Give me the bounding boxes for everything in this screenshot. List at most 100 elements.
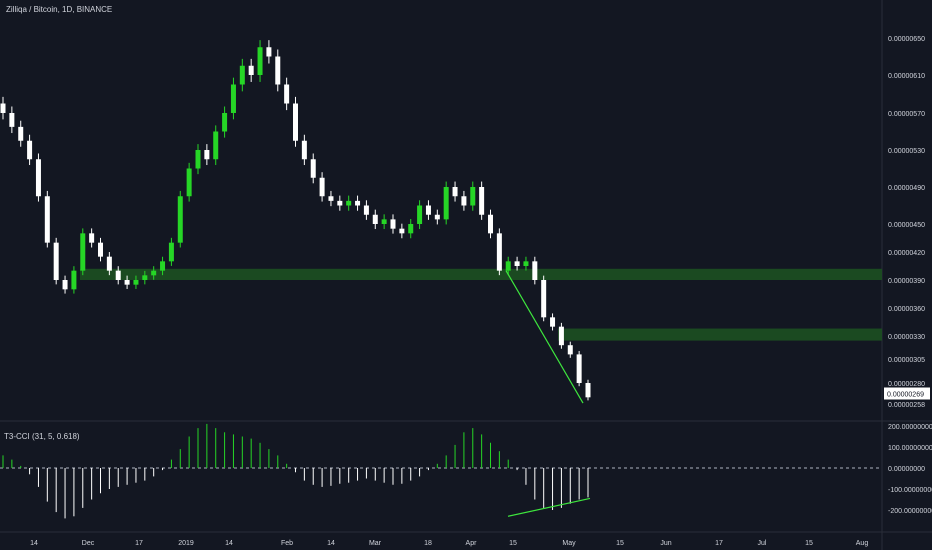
- candle: [488, 214, 493, 234]
- candle: [470, 187, 476, 206]
- time-tick-label: Apr: [466, 540, 478, 547]
- indicator-title: T3-CCI (31, 5, 0.618): [4, 432, 80, 441]
- candle: [44, 196, 50, 243]
- candle: [275, 56, 281, 85]
- candle: [62, 280, 68, 290]
- candle: [257, 47, 263, 75]
- candle: [408, 224, 414, 234]
- candle: [89, 233, 95, 243]
- candle: [204, 150, 210, 160]
- candle: [461, 196, 467, 206]
- price-tick-label: 0.00000258: [888, 402, 925, 409]
- candle: [399, 228, 405, 234]
- candle: [532, 261, 538, 280]
- candle: [346, 200, 352, 206]
- candle: [98, 242, 103, 257]
- time-tick-label: 14: [30, 540, 38, 547]
- candle: [390, 219, 396, 229]
- cci-tick-label: 100.00000000: [888, 445, 932, 452]
- candle: [523, 261, 529, 266]
- candle: [186, 168, 192, 197]
- candle: [195, 150, 201, 169]
- time-tick-label: Feb: [281, 540, 293, 547]
- cci-trendline: [507, 497, 591, 517]
- candle: [541, 280, 547, 318]
- candle: [301, 140, 307, 160]
- candle: [452, 187, 458, 197]
- time-tick-label: May: [562, 540, 576, 547]
- last-price-box: [884, 387, 930, 400]
- candle: [434, 214, 440, 220]
- candle: [505, 261, 511, 271]
- candle: [213, 131, 219, 160]
- candle: [106, 256, 112, 271]
- cci-tick-label: 0.00000000: [888, 466, 925, 473]
- candle: [337, 200, 343, 206]
- candle: [35, 159, 41, 197]
- time-tick-label: Jun: [660, 540, 671, 547]
- time-tick-label: Jul: [758, 540, 767, 547]
- candle: [355, 200, 361, 206]
- time-tick-label: 15: [616, 540, 624, 547]
- cci-tick-label: 200.00000000: [888, 424, 932, 431]
- sr-zone: [558, 328, 882, 341]
- candle: [328, 196, 334, 201]
- candle: [576, 354, 582, 383]
- candle: [80, 233, 86, 271]
- candle: [381, 219, 387, 224]
- time-tick-label: 15: [509, 540, 517, 547]
- time-tick-label: 14: [327, 540, 335, 547]
- price-tick-label: 0.00000530: [888, 148, 925, 155]
- price-tick-label: 0.00000490: [888, 185, 925, 192]
- candle: [115, 270, 121, 280]
- candle: [168, 242, 174, 262]
- cci-tick-label: -200.00000000: [888, 508, 932, 515]
- candle: [160, 261, 166, 271]
- time-tick-label: 17: [715, 540, 723, 547]
- candle: [293, 103, 298, 141]
- price-tick-label: 0.00000610: [888, 73, 925, 80]
- price-tick-label: 0.00000330: [888, 334, 925, 341]
- candle: [266, 47, 272, 57]
- candle: [222, 113, 228, 132]
- candle: [124, 280, 130, 285]
- candle: [9, 113, 15, 127]
- price-tick-label: 0.00000360: [888, 306, 925, 313]
- price-tick-label: 0.00000650: [888, 36, 925, 43]
- candle: [27, 140, 33, 160]
- cci-tick-label: -100.00000000: [888, 487, 932, 494]
- time-tick-label: 17: [135, 540, 143, 547]
- candle: [71, 270, 77, 290]
- sr-zone: [80, 268, 882, 280]
- candle: [18, 126, 24, 141]
- price-tick-label: 0.00000450: [888, 222, 925, 229]
- candle: [133, 280, 139, 285]
- price-tick-label: 0.00000280: [888, 381, 925, 388]
- price-tick-label: 0.00000420: [888, 250, 925, 257]
- candle: [53, 242, 59, 280]
- candle: [363, 205, 369, 215]
- candle: [248, 65, 254, 75]
- time-tick-label: 14: [225, 540, 233, 547]
- candle: [425, 205, 431, 215]
- price-tick-label: 0.00000390: [888, 278, 925, 285]
- time-tick-label: 2019: [178, 540, 194, 547]
- candle: [514, 261, 520, 266]
- price-tick-label: 0.00000305: [888, 357, 925, 364]
- candle: [230, 84, 236, 113]
- last-price-label: 0.00000269: [887, 392, 924, 399]
- candle: [550, 317, 556, 327]
- candle: [0, 103, 6, 113]
- candle: [177, 196, 183, 243]
- candle: [151, 270, 157, 276]
- candle: [319, 177, 325, 197]
- candle: [585, 383, 591, 398]
- time-tick-label: Mar: [369, 540, 382, 547]
- candle: [443, 187, 449, 220]
- candle: [239, 65, 245, 85]
- candle: [558, 326, 564, 346]
- time-tick-label: 15: [805, 540, 813, 547]
- candle: [284, 84, 290, 104]
